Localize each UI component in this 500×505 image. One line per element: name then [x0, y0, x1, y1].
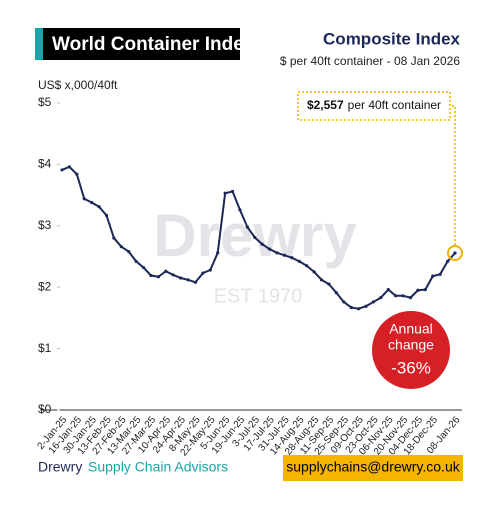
title-box — [43, 28, 240, 60]
data-point — [230, 189, 235, 194]
watermark-est: EST 1970 — [214, 285, 303, 307]
footer-email: supplychains@drewry.co.uk — [286, 459, 460, 475]
data-point — [97, 205, 101, 209]
data-point — [193, 280, 198, 284]
data-point — [423, 288, 427, 292]
data-point — [379, 296, 383, 300]
email-box — [283, 455, 463, 481]
data-point — [82, 197, 86, 201]
footer-brand: Drewry — [38, 459, 82, 475]
data-point — [245, 225, 249, 229]
title-accent — [35, 28, 43, 60]
annotation-box — [297, 91, 451, 121]
data-point — [179, 276, 183, 280]
data-point — [201, 271, 205, 275]
value-label: $2,557 — [307, 98, 344, 112]
data-point — [75, 172, 79, 176]
data-point — [438, 272, 442, 276]
data-point — [319, 278, 324, 282]
data-point — [156, 275, 160, 279]
chart-title: World Container Index — [52, 34, 255, 55]
data-point — [208, 268, 212, 272]
callout-label: Annual — [389, 321, 433, 337]
leader-line — [450, 105, 456, 245]
subtitle: $ per 40ft container - 08 Jan 2026 — [280, 54, 460, 68]
data-point — [127, 249, 131, 254]
data-point — [357, 307, 361, 311]
data-point — [453, 251, 457, 255]
data-point — [60, 168, 64, 172]
data-point — [408, 296, 413, 300]
data-point — [401, 294, 405, 298]
callout-label: change — [388, 337, 434, 353]
data-point — [334, 291, 338, 295]
data-point — [290, 256, 294, 260]
data-point — [386, 288, 390, 292]
data-point — [342, 300, 346, 304]
data-point — [445, 259, 450, 264]
y-tick-label: $4 — [38, 157, 52, 171]
data-point — [349, 305, 353, 310]
data-point — [67, 165, 72, 169]
footer-tagline: Supply Chain Advisors — [88, 459, 228, 475]
data-point — [431, 274, 435, 278]
value-annotation: $2,557 per 40ft container — [307, 98, 441, 112]
data-point — [297, 259, 301, 264]
data-point — [171, 273, 175, 277]
data-point — [149, 273, 153, 278]
data-point — [364, 304, 368, 308]
data-point — [112, 236, 116, 240]
data-point — [260, 242, 264, 246]
callout-value: -36% — [391, 358, 431, 377]
data-point — [416, 288, 420, 292]
data-point — [90, 200, 94, 205]
data-point — [223, 191, 227, 195]
data-point — [238, 208, 242, 212]
data-point — [371, 300, 376, 304]
y-tick-label: $1 — [38, 341, 52, 355]
y-tick-label: $0 — [38, 402, 52, 416]
data-point — [312, 270, 316, 274]
data-point — [186, 278, 190, 282]
data-point — [134, 259, 138, 264]
data-point — [282, 253, 287, 257]
data-point — [104, 213, 109, 217]
data-point — [253, 235, 257, 240]
data-point — [119, 245, 123, 249]
data-point — [327, 282, 331, 286]
data-point — [164, 269, 168, 273]
y-tick-label: $5 — [38, 95, 52, 109]
data-point — [275, 251, 279, 255]
callout-circle — [372, 311, 450, 389]
annotation-text: per 40ft container — [348, 98, 441, 112]
data-point — [305, 264, 309, 268]
data-point — [216, 251, 220, 255]
y-axis-label: US$ x,000/40ft — [38, 78, 118, 92]
data-point — [394, 294, 398, 298]
highlight-ring — [447, 245, 463, 262]
watermark: Drewry — [153, 202, 357, 269]
data-point — [268, 247, 272, 251]
y-tick-label: $3 — [38, 218, 52, 232]
y-tick-label: $2 — [38, 279, 52, 293]
data-point — [141, 265, 146, 270]
index-name: Composite Index — [323, 29, 461, 48]
